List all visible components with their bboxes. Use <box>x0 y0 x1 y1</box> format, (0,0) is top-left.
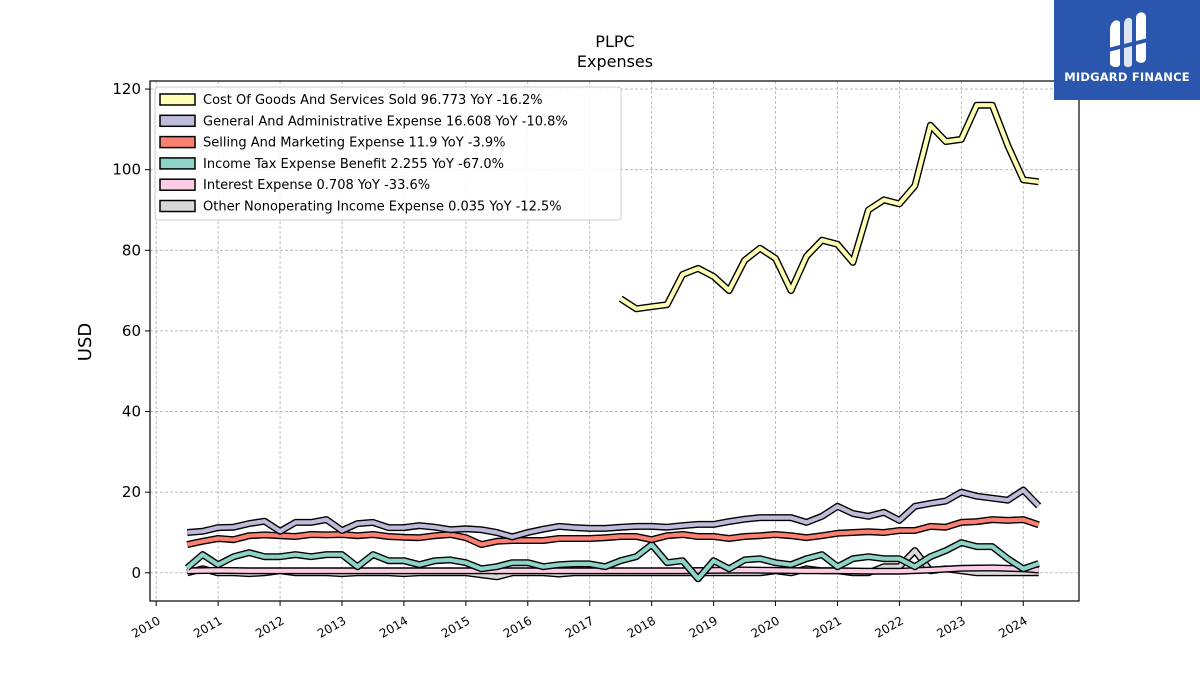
legend-label: General And Administrative Expense 16.60… <box>203 114 568 129</box>
x-tick-label: 2015 <box>439 613 472 640</box>
legend-swatch <box>159 93 196 106</box>
x-tick-label: 2011 <box>191 613 224 640</box>
legend-label: Selling And Marketing Expense 11.9 YoY -… <box>203 136 506 151</box>
legend-box <box>154 86 622 221</box>
x-tick-label: 2019 <box>687 613 720 640</box>
legend-label: Cost Of Goods And Services Sold 96.773 Y… <box>203 93 543 108</box>
x-tick-label: 2013 <box>315 613 348 640</box>
midgard-logo-icon <box>1108 12 1148 68</box>
brand-name: MIDGARD FINANCE <box>1064 70 1190 84</box>
legend-swatch <box>159 178 196 191</box>
legend-label: Other Nonoperating Income Expense 0.035 … <box>203 200 562 215</box>
x-tick-label: 2022 <box>872 613 905 640</box>
legend: Cost Of Goods And Services Sold 96.773 Y… <box>154 86 622 221</box>
y-tick-label: 80 <box>122 241 141 259</box>
legend-swatch <box>159 135 196 149</box>
y-tick-label: 0 <box>131 564 141 582</box>
series-outline <box>618 101 1040 313</box>
series-line <box>187 565 1039 574</box>
series-line <box>185 540 1040 581</box>
x-tick-label: 2023 <box>934 613 967 640</box>
y-tick-label: 120 <box>112 80 141 98</box>
series-layer <box>184 101 1042 583</box>
chart-title: PLPC <box>595 32 634 51</box>
x-tick-label: 2021 <box>811 613 844 640</box>
y-axis-label: USD <box>75 323 96 361</box>
chart-subtitle: Expenses <box>577 52 653 71</box>
x-ticks: 2010 2011 2012 2013 2014 2015 2016 2017 2018 2019… <box>129 601 1030 641</box>
series-line <box>186 517 1040 547</box>
y-tick-label: 60 <box>122 322 141 340</box>
x-tick-label: 2010 <box>129 613 162 640</box>
series-line <box>187 488 1041 540</box>
x-tick-label: 2017 <box>563 613 596 640</box>
y-tick-label: 100 <box>112 161 141 179</box>
y-tick-label: 40 <box>122 403 141 421</box>
series-line <box>619 103 1039 311</box>
x-tick-label: 2016 <box>501 613 534 640</box>
legend-label: Income Tax Expense Benefit 2.255 YoY -67… <box>203 157 504 172</box>
plot-frame <box>149 80 1080 602</box>
x-tick-label: 2014 <box>377 613 410 640</box>
y-ticks: 0 20 40 60 80 100 120 <box>112 80 150 582</box>
brand-logo: MIDGARD FINANCE <box>1054 0 1200 100</box>
x-tick-label: 2020 <box>749 613 782 640</box>
legend-swatch <box>159 114 196 128</box>
x-tick-label: 2012 <box>253 613 286 640</box>
legend-swatch <box>159 157 196 170</box>
y-tick-label: 20 <box>122 483 141 501</box>
legend-label: Interest Expense 0.708 YoY -33.6% <box>203 178 430 193</box>
x-tick-label: 2018 <box>625 613 658 640</box>
legend-swatch <box>159 199 196 213</box>
x-tick-label: 2024 <box>996 613 1029 640</box>
